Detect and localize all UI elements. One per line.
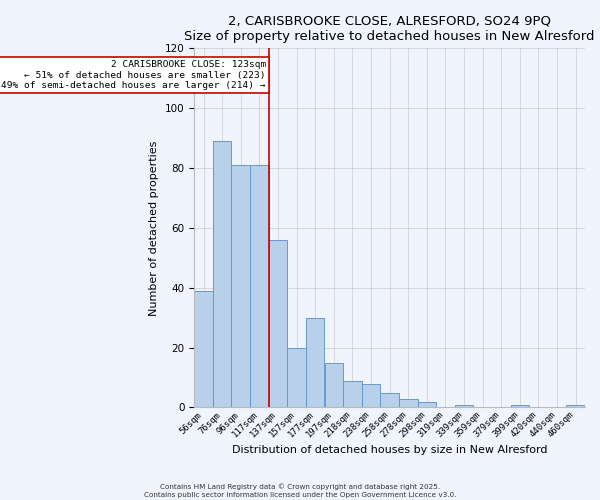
Bar: [380, 392, 399, 407]
Bar: [269, 240, 287, 408]
Text: 2 CARISBROOKE CLOSE: 123sqm
← 51% of detached houses are smaller (223)
49% of se: 2 CARISBROOKE CLOSE: 123sqm ← 51% of det…: [1, 60, 266, 90]
Y-axis label: Number of detached properties: Number of detached properties: [149, 140, 159, 316]
Bar: [325, 362, 343, 408]
Bar: [566, 404, 585, 407]
Bar: [399, 398, 418, 407]
Text: Contains HM Land Registry data © Crown copyright and database right 2025.
Contai: Contains HM Land Registry data © Crown c…: [144, 484, 456, 498]
Title: 2, CARISBROOKE CLOSE, ALRESFORD, SO24 9PQ
Size of property relative to detached : 2, CARISBROOKE CLOSE, ALRESFORD, SO24 9P…: [184, 15, 595, 43]
Bar: [418, 402, 436, 407]
Bar: [306, 318, 325, 408]
Bar: [455, 404, 473, 407]
Bar: [194, 291, 213, 408]
Bar: [232, 165, 250, 408]
Bar: [362, 384, 380, 407]
Bar: [287, 348, 306, 408]
Bar: [511, 404, 529, 407]
Bar: [343, 380, 362, 407]
Bar: [213, 141, 232, 407]
Bar: [250, 165, 269, 408]
X-axis label: Distribution of detached houses by size in New Alresford: Distribution of detached houses by size …: [232, 445, 547, 455]
